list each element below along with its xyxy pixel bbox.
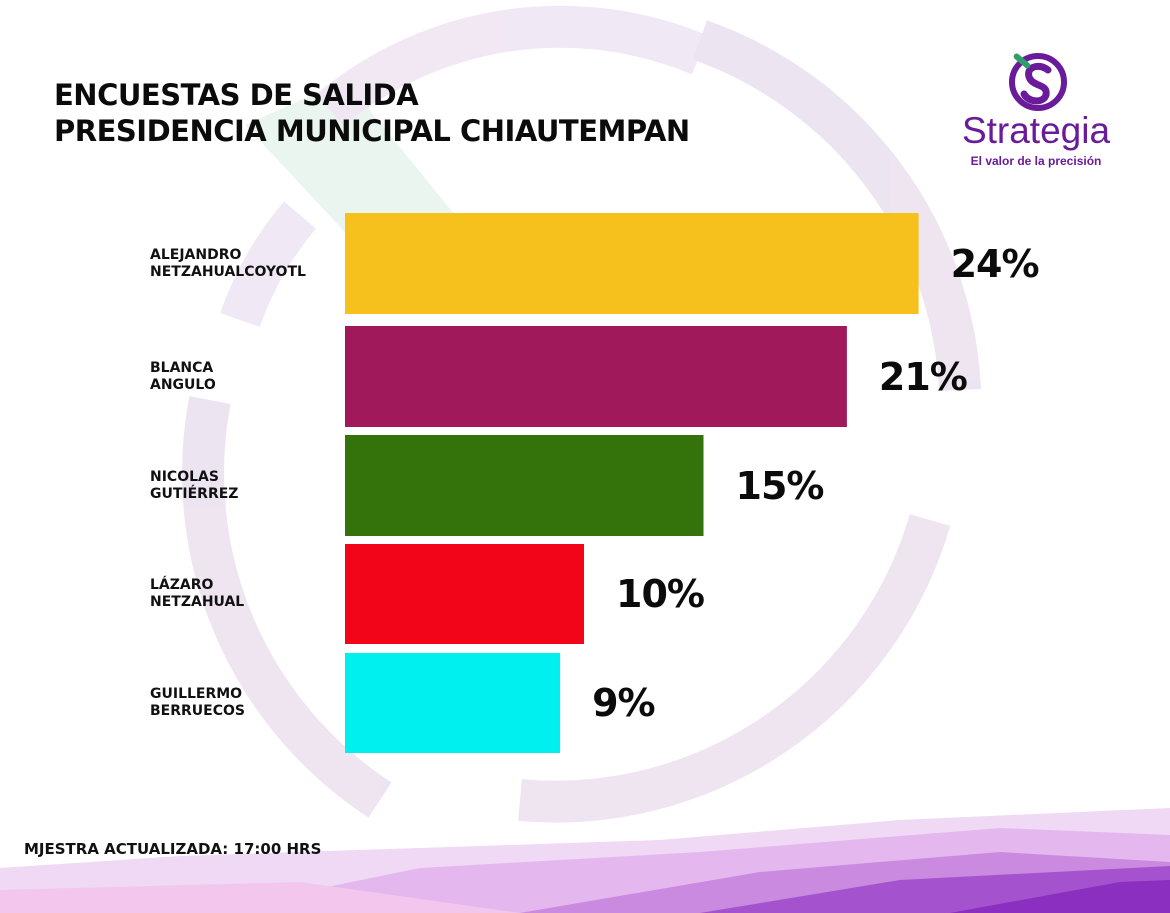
bar-3 — [345, 544, 584, 644]
value-label-1: 21% — [878, 354, 968, 399]
value-label-4: 9% — [592, 681, 656, 725]
value-label-2: 15% — [735, 463, 825, 508]
category-label-1: BLANCA ANGULO — [150, 359, 216, 393]
category-label-3: LÁZARO NETZAHUAL — [150, 577, 245, 610]
logo-name: Strategia — [961, 110, 1111, 151]
category-label-0: ALEJANDRO NETZAHUALCOYOTL — [150, 246, 306, 280]
category-label-2: NICOLAS GUTIÉRREZ — [150, 468, 239, 502]
strategia-logo-icon — [1009, 53, 1067, 111]
bar-0 — [345, 213, 919, 314]
strategia-logo: Strategia El valor de la precisión — [938, 48, 1134, 172]
chart-title-line-2: PRESIDENCIA MUNICIPAL CHIAUTEMPAN — [54, 114, 690, 148]
bar-4 — [345, 653, 561, 753]
value-label-0: 24% — [950, 241, 1040, 286]
value-label-3: 10% — [616, 572, 705, 616]
bar-1 — [345, 326, 847, 427]
category-label-4: GUILLERMO BERRUECOS — [150, 686, 245, 719]
bar-2 — [345, 435, 704, 536]
logo-tagline: El valor de la precisión — [970, 154, 1102, 168]
chart-title-line-1: ENCUESTAS DE SALIDA — [54, 78, 419, 112]
footer-note: MJESTRA ACTUALIZADA: 17:00 HRS — [24, 840, 322, 858]
